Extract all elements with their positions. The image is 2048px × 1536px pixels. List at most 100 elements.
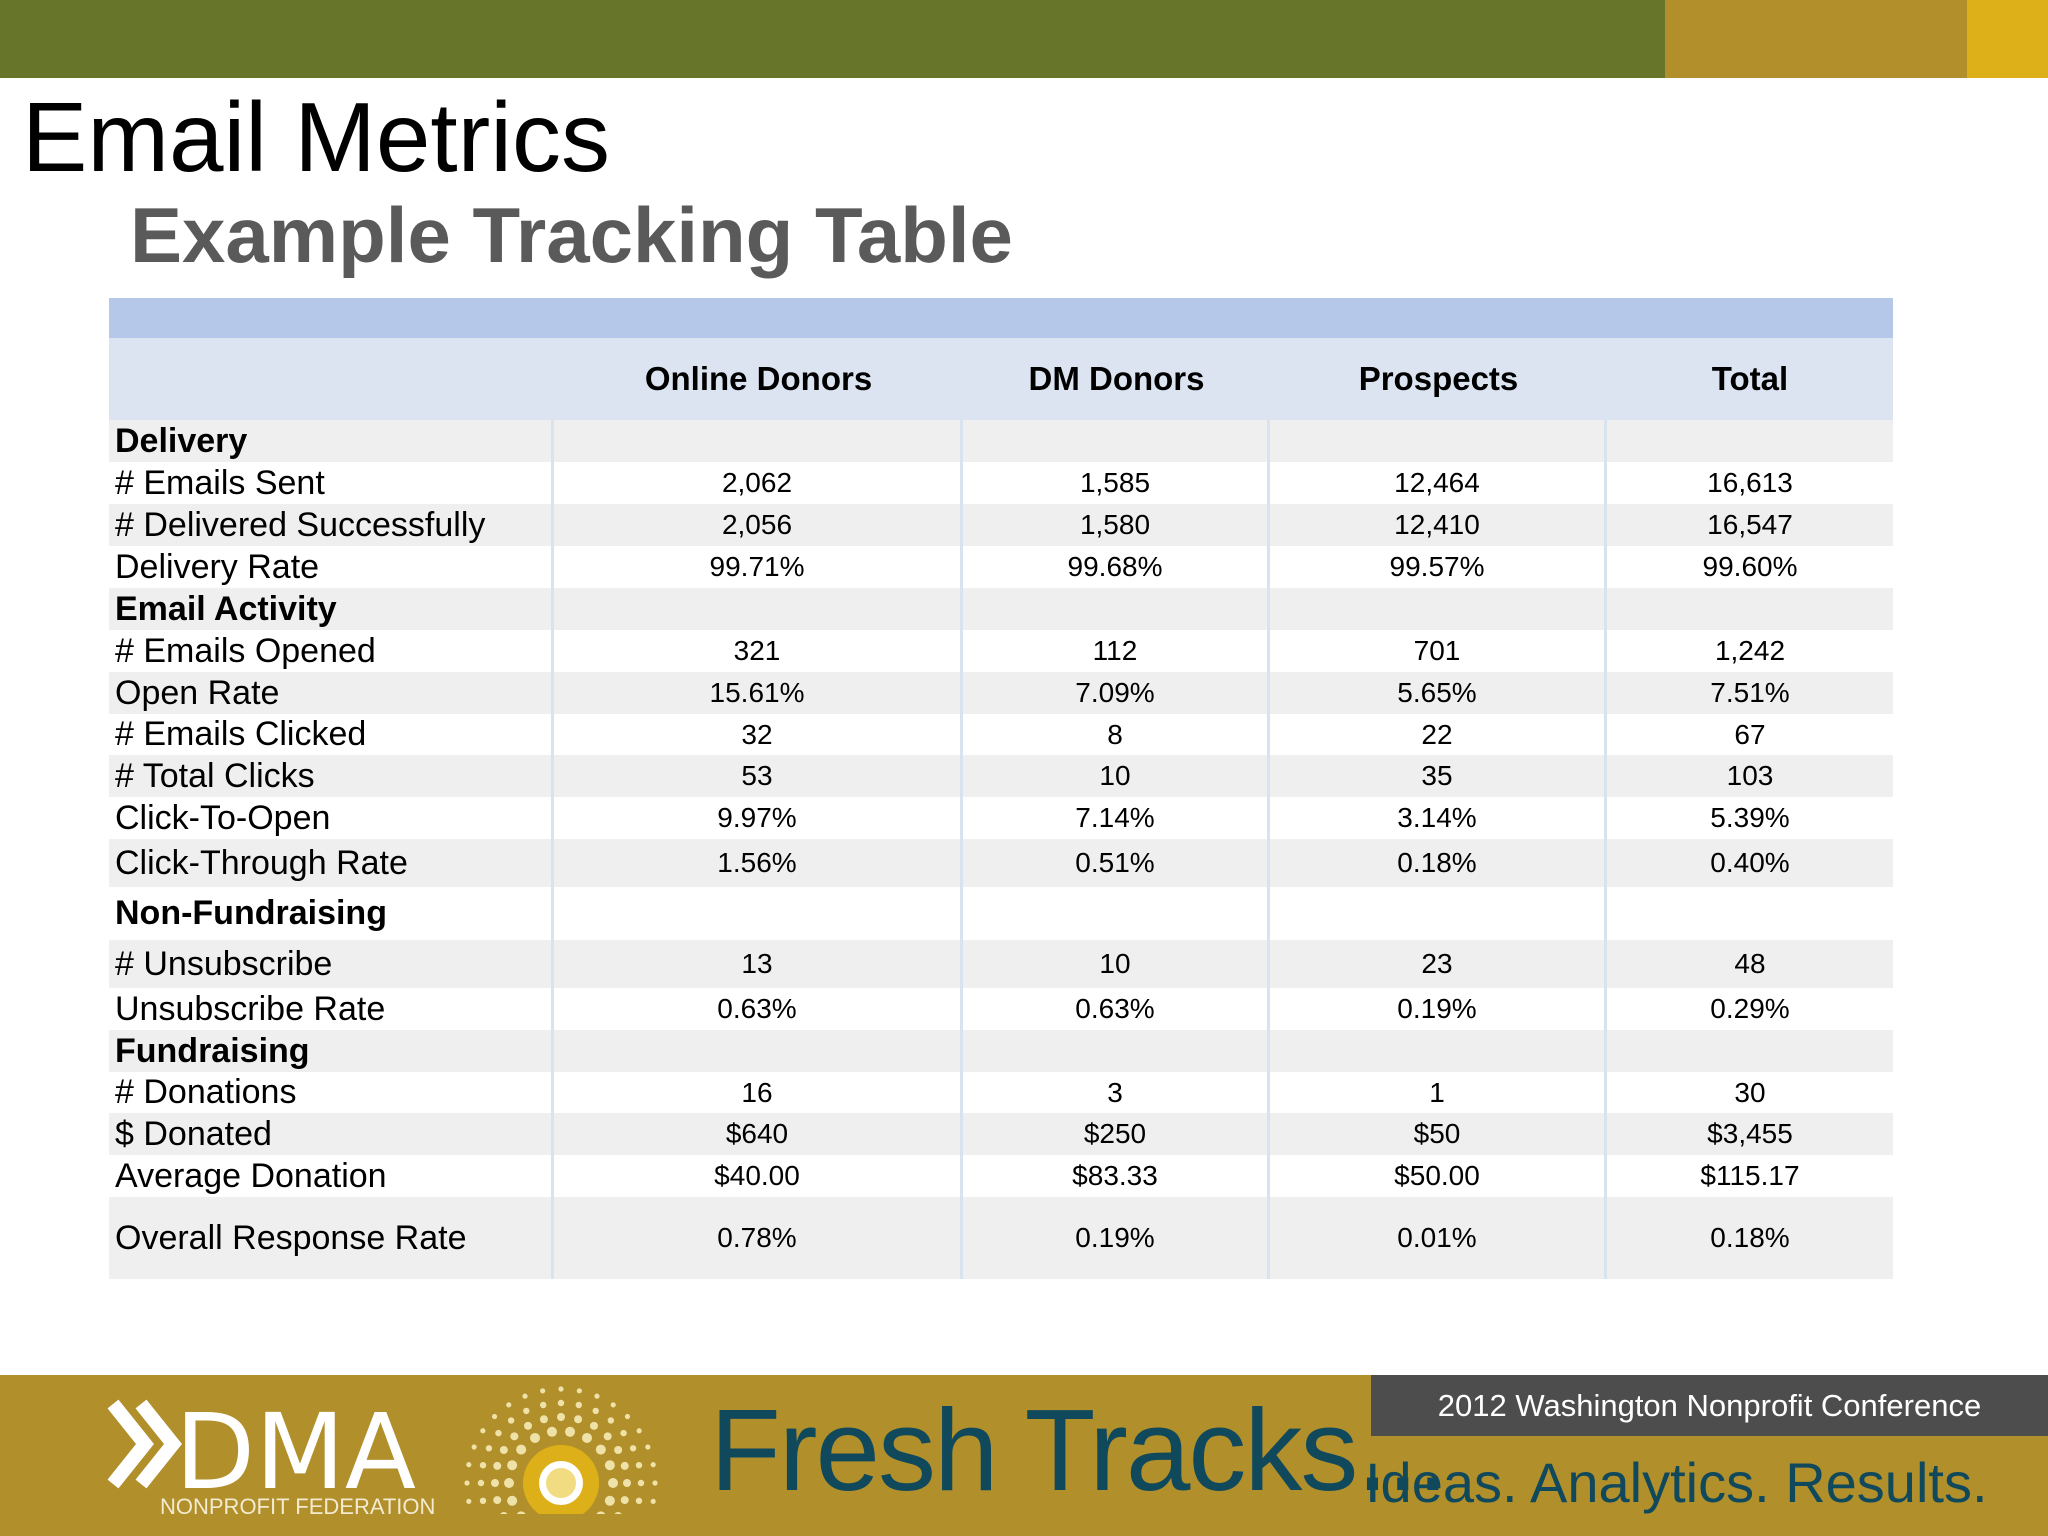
table-body: Delivery # Emails Sent 2,062 1,585 12,464 16,… xyxy=(109,420,1893,1279)
cell-total: 1,242 xyxy=(1714,635,1786,666)
cell-prospects: 12,410 xyxy=(1270,504,1607,546)
cell-dm-donors: 0.63% xyxy=(963,988,1270,1030)
cell-prospects: 22 xyxy=(1270,714,1607,755)
row-label: # Donations xyxy=(109,1072,554,1113)
table-row: # Unsubscribe 13 10 23 48 xyxy=(109,940,1893,988)
dma-tagline: NONPROFIT FEDERATION xyxy=(160,1494,436,1519)
cell-prospects: 3.14% xyxy=(1270,797,1607,839)
fresh-tracks-brand: Fresh Tracks... xyxy=(710,1385,1449,1515)
metrics-table: Online Donors DM Donors Prospects Total … xyxy=(109,298,1893,1279)
row-label: # Emails Clicked xyxy=(109,714,554,755)
table-row: Unsubscribe Rate 0.63% 0.63% 0.19% 0.29% xyxy=(109,988,1893,1030)
cell-total xyxy=(1607,420,1893,462)
row-label: Overall Response Rate xyxy=(109,1197,554,1279)
row-label: # Delivered Successfully xyxy=(109,504,554,546)
cell-dm-donors: 10 xyxy=(963,755,1270,797)
cell-dm-donors: 3 xyxy=(963,1072,1270,1113)
slide-subtitle: Example Tracking Table xyxy=(130,191,1013,279)
footer-tagline: Ideas. Analytics. Results. xyxy=(1365,1451,1988,1514)
cell-online-donors: 9.97% xyxy=(554,797,963,839)
row-label: $ Donated xyxy=(109,1113,554,1155)
cell-dm-donors: 1,580 xyxy=(963,504,1270,546)
row-label: Unsubscribe Rate xyxy=(109,988,554,1030)
table-top-strip xyxy=(109,298,1893,338)
cell-online-donors: 321 xyxy=(554,630,963,672)
cell-total: 5.39% xyxy=(1710,802,1790,833)
table-row: Overall Response Rate 0.78% 0.19% 0.01% 0.18… xyxy=(109,1197,1893,1279)
table-row: Click-Through Rate 1.56% 0.51% 0.18% 0.40% xyxy=(109,839,1893,887)
cell-prospects: 0.01% xyxy=(1270,1197,1607,1279)
cell-prospects: 701 xyxy=(1270,630,1607,672)
cell-total xyxy=(1607,588,1893,630)
header-cell-online-donors: Online Donors xyxy=(644,360,873,397)
cell-online-donors xyxy=(554,887,963,940)
cell-total: 103 xyxy=(1726,760,1774,791)
row-label: # Unsubscribe xyxy=(109,940,554,988)
table-row: $ Donated $640 $250 $50 $3,455 xyxy=(109,1113,1893,1155)
band-green-segment xyxy=(0,0,1665,78)
cell-total: $115.17 xyxy=(1700,1160,1800,1191)
table-row: Delivery Rate 99.71% 99.68% 99.57% 99.60% xyxy=(109,546,1893,588)
row-label: # Emails Opened xyxy=(109,630,554,672)
cell-online-donors: 13 xyxy=(554,940,963,988)
cell-total xyxy=(1607,1030,1893,1072)
cell-prospects: $50.00 xyxy=(1270,1155,1607,1197)
top-color-band xyxy=(0,0,2048,78)
cell-total: 0.18% xyxy=(1710,1222,1790,1253)
cell-online-donors: 2,056 xyxy=(554,504,963,546)
row-label: # Emails Sent xyxy=(109,462,554,504)
cell-online-donors: 15.61% xyxy=(554,672,963,714)
sunburst-icon xyxy=(452,1296,670,1536)
dma-logo-text: DMA xyxy=(175,1392,416,1502)
cell-dm-donors: 112 xyxy=(963,630,1270,672)
row-label: Click-Through Rate xyxy=(109,839,554,887)
table-row: Open Rate 15.61% 7.09% 5.65% 7.51% xyxy=(109,672,1893,714)
table-section-row: Delivery xyxy=(109,420,1893,462)
cell-dm-donors: 99.68% xyxy=(963,546,1270,588)
cell-dm-donors: 0.51% xyxy=(963,839,1270,887)
row-label: # Total Clicks xyxy=(109,755,554,797)
cell-dm-donors: 1,585 xyxy=(963,462,1270,504)
cell-dm-donors: 8 xyxy=(963,714,1270,755)
header-cell-total: Total xyxy=(1711,360,1789,397)
table-section-row: Email Activity xyxy=(109,588,1893,630)
row-label: Delivery Rate xyxy=(109,546,554,588)
cell-prospects: 1 xyxy=(1270,1072,1607,1113)
row-label: Click-To-Open xyxy=(109,797,554,839)
cell-online-donors: $40.00 xyxy=(554,1155,963,1197)
row-label: Average Donation xyxy=(109,1155,554,1197)
cell-online-donors xyxy=(554,1030,963,1072)
cell-prospects xyxy=(1270,1030,1607,1072)
cell-prospects: 5.65% xyxy=(1270,672,1607,714)
cell-total: 0.40% xyxy=(1710,847,1790,878)
cell-online-donors: 32 xyxy=(554,714,963,755)
cell-prospects xyxy=(1270,588,1607,630)
cell-prospects: 99.57% xyxy=(1270,546,1607,588)
cell-dm-donors xyxy=(963,420,1270,462)
table-header-row: Online Donors DM Donors Prospects Total xyxy=(109,338,1893,420)
table-section-row: Non-Fundraising xyxy=(109,887,1893,940)
cell-dm-donors xyxy=(963,887,1270,940)
slide-title: Email Metrics xyxy=(22,82,611,192)
cell-prospects: $50 xyxy=(1270,1113,1607,1155)
section-label: Delivery xyxy=(109,420,554,462)
cell-total: $3,455 xyxy=(1707,1118,1793,1149)
cell-online-donors: 53 xyxy=(554,755,963,797)
header-cell-prospects: Prospects xyxy=(1358,360,1519,397)
table-row: Average Donation $40.00 $83.33 $50.00 $115.1… xyxy=(109,1155,1893,1197)
cell-prospects: 12,464 xyxy=(1270,462,1607,504)
cell-total: 16,547 xyxy=(1707,509,1793,540)
table-row: # Emails Opened 321 112 701 1,242 xyxy=(109,630,1893,672)
cell-online-donors: 16 xyxy=(554,1072,963,1113)
cell-online-donors: 0.63% xyxy=(554,988,963,1030)
cell-dm-donors: 0.19% xyxy=(963,1197,1270,1279)
row-label: Open Rate xyxy=(109,672,554,714)
cell-total: 7.51% xyxy=(1710,677,1790,708)
cell-online-donors: 0.78% xyxy=(554,1197,963,1279)
cell-online-donors: 1.56% xyxy=(554,839,963,887)
table-row: Click-To-Open 9.97% 7.14% 3.14% 5.39% xyxy=(109,797,1893,839)
header-cell-dm-donors: DM Donors xyxy=(1028,360,1205,397)
cell-prospects xyxy=(1270,420,1607,462)
cell-total: 67 xyxy=(1734,718,1766,750)
conference-banner: 2012 Washington Nonprofit Conference xyxy=(1371,1375,2048,1436)
